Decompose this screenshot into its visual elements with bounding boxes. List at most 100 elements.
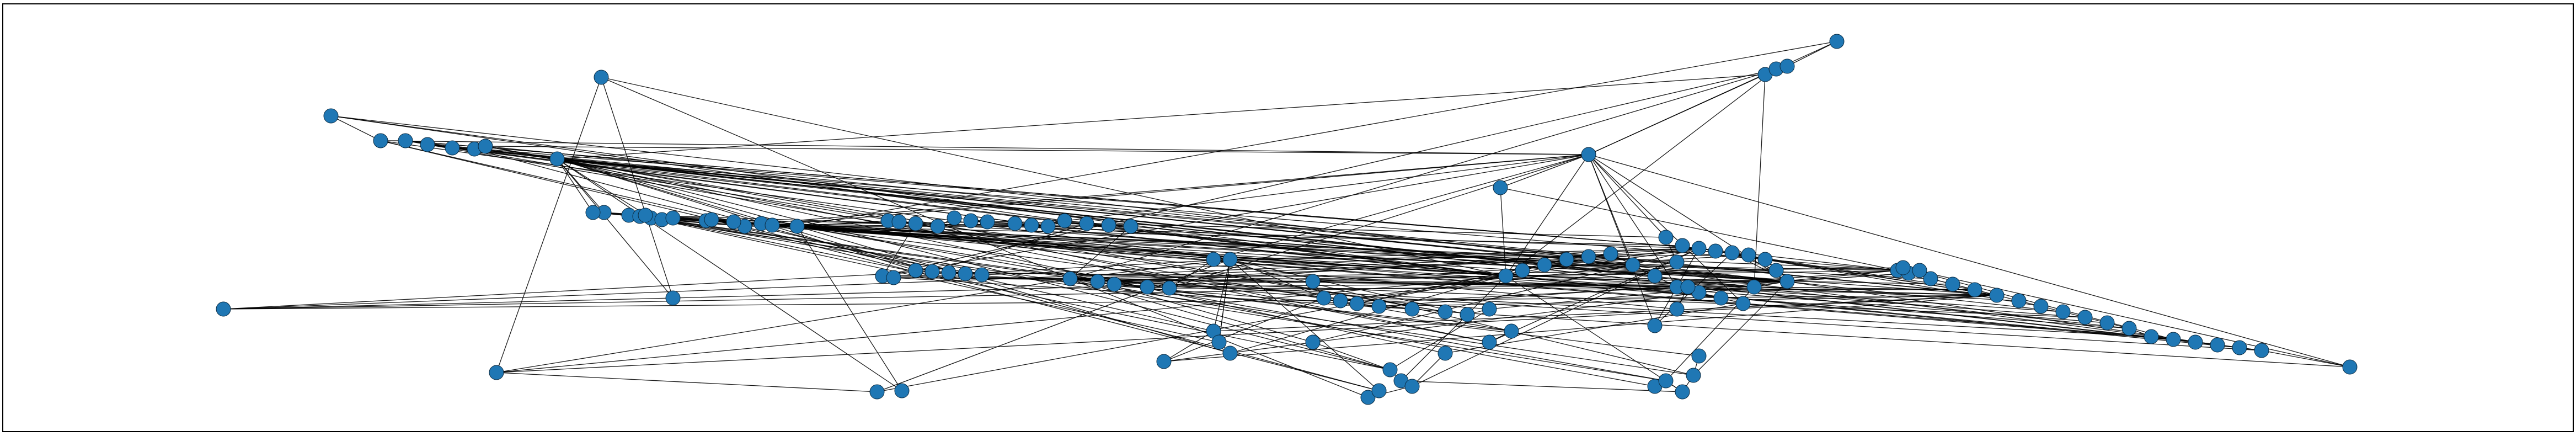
graph-node	[1007, 216, 1023, 231]
graph-edge	[711, 219, 1380, 391]
graph-node	[1989, 288, 2005, 303]
graph-node	[1724, 245, 1740, 260]
graph-node	[869, 384, 885, 400]
graph-edge	[1505, 275, 1683, 392]
graph-node	[1581, 147, 1596, 162]
graph-node	[1404, 379, 1420, 394]
graph-node	[1647, 318, 1663, 333]
graph-node	[1658, 230, 1674, 245]
graph-edge	[1401, 275, 1506, 381]
graph-edge	[1676, 286, 2086, 318]
graph-edge	[1687, 286, 1997, 296]
graph-node	[1768, 263, 1784, 278]
graph-node	[1349, 296, 1365, 311]
graph-node	[1090, 274, 1105, 289]
edge-layer	[223, 41, 2350, 398]
graph-edge	[1505, 275, 1953, 285]
graph-node	[549, 151, 565, 167]
graph-node	[1779, 59, 1795, 74]
graph-node	[891, 214, 907, 230]
graph-node	[1515, 263, 1530, 278]
graph-node	[1382, 362, 1398, 377]
graph-edge	[1312, 342, 1391, 370]
graph-node	[958, 266, 973, 281]
graph-node	[1360, 390, 1376, 405]
graph-node	[1156, 354, 1172, 369]
graph-node	[789, 219, 805, 234]
graph-node	[1708, 243, 1723, 259]
graph-edge	[1163, 295, 1997, 362]
graph-edge	[1218, 259, 1231, 343]
graph-node	[1504, 323, 1519, 339]
graph-edge	[1031, 154, 1589, 226]
graph-edge	[1544, 264, 1920, 271]
graph-node	[941, 265, 956, 280]
graph-node	[1498, 268, 1514, 284]
graph-node	[665, 290, 681, 306]
graph-edge	[1108, 225, 1506, 277]
graph-edge	[1070, 278, 1655, 387]
graph-edge	[797, 226, 1231, 354]
graph-node	[974, 267, 990, 283]
graph-edge	[932, 223, 1087, 272]
graph-edge	[601, 77, 674, 299]
graph-edge	[797, 226, 1677, 310]
graph-node	[1691, 348, 1707, 364]
graph-node	[963, 213, 979, 228]
graph-node	[1581, 249, 1596, 264]
graph-node	[594, 70, 609, 85]
graph-edge	[405, 140, 1699, 249]
graph-node	[1746, 279, 1762, 295]
graph-edge	[496, 275, 1506, 373]
graph-edge	[882, 223, 916, 277]
graph-node	[1895, 260, 1911, 275]
graph-edge	[797, 226, 902, 391]
graph-node	[323, 108, 339, 124]
graph-node	[908, 263, 923, 278]
graph-edge	[1500, 154, 1589, 188]
graph-node	[1162, 280, 1177, 296]
graph-edge	[496, 77, 602, 373]
graph-edge	[1588, 154, 1788, 282]
graph-edge	[661, 219, 1666, 381]
graph-edge	[496, 295, 1997, 373]
graph-node	[420, 137, 435, 152]
graph-node	[489, 365, 504, 380]
graph-edge	[601, 77, 1506, 277]
node-layer	[216, 34, 2358, 405]
graph-node	[908, 216, 923, 231]
graph-edge	[1401, 380, 1683, 392]
graph-edge	[1588, 41, 1837, 155]
graph-node	[2033, 299, 2049, 314]
graph-node	[1040, 219, 1056, 234]
graph-edge	[1445, 311, 2350, 368]
graph-edge	[1213, 154, 1589, 260]
graph-node	[2011, 293, 2027, 309]
graph-edge	[772, 154, 1589, 226]
graph-node	[2166, 332, 2181, 347]
graph-edge	[1070, 267, 1904, 279]
graph-node	[1404, 301, 1420, 317]
graph-edge	[1070, 278, 1490, 310]
graph-edge	[1588, 154, 1633, 265]
graph-edge	[1505, 270, 1920, 277]
graph-node	[1680, 279, 1696, 295]
graph-edge	[223, 271, 933, 310]
graph-edge	[661, 219, 1391, 370]
graph-edge	[1588, 154, 1744, 304]
graph-node	[585, 205, 601, 220]
graph-edge	[1070, 278, 2152, 337]
graph-edge	[1787, 273, 1909, 282]
graph-node	[1675, 384, 1690, 400]
graph-node	[216, 301, 231, 317]
graph-node	[1371, 383, 1387, 398]
graph-node	[1305, 334, 1321, 350]
graph-edge	[330, 115, 1506, 277]
graph-node	[1079, 216, 1094, 231]
graph-node	[2254, 343, 2269, 358]
graph-node	[1316, 290, 1332, 306]
graph-node	[1493, 180, 1508, 195]
graph-edge	[1505, 275, 2240, 348]
graph-node	[924, 264, 940, 279]
graph-node	[1829, 34, 1845, 49]
